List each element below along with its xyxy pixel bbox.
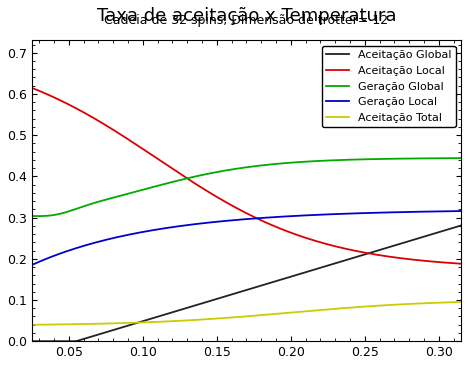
Aceitação Local [80,110,86,115]
Aceitação Local [341,246,347,250]
Aceitação Total [29,322,35,327]
Line: Geração Local: Geração Local [32,211,461,265]
Legend: Aceitação Global, Aceitação Local, Geração Global, Geração Local, Aceitação Tota: Aceitação Global, Aceitação Local, Geraç… [322,46,455,127]
Aceitação Total [341,306,347,310]
Aceitação Global [299,271,305,276]
Geração Local [299,213,305,218]
Text: Cadeia de 32 spins, Dimensão de trotter= 12: Cadeia de 32 spins, Dimensão de trotter=… [104,14,388,27]
Aceitação Local [29,86,35,90]
Geração Global [170,180,176,184]
Aceitação Total [339,306,344,310]
Geração Global [458,156,464,160]
Geração Global [82,204,88,208]
Aceitação Global [169,310,175,315]
Aceitação Global [29,339,35,343]
Geração Global [36,214,41,218]
Line: Geração Global: Geração Global [32,158,461,216]
Geração Local [80,244,86,248]
Geração Local [341,212,347,216]
Line: Aceitação Local: Aceitação Local [32,88,461,264]
Line: Aceitação Total: Aceitação Total [32,302,461,325]
Geração Global [342,158,348,162]
Aceitação Total [169,319,175,324]
Aceitação Total [299,309,305,314]
Geração Global [340,158,345,162]
Geração Local [199,221,205,225]
Aceitação Total [199,317,205,322]
Aceitação Global [458,223,464,228]
Aceitação Global [341,258,347,263]
Aceitação Global [339,259,344,264]
Geração Local [29,263,35,267]
Aceitação Local [299,234,305,239]
Aceitação Local [199,186,205,190]
Geração Global [29,214,35,218]
Aceitação Local [169,166,175,171]
Aceitação Global [80,337,86,341]
Line: Aceitação Global: Aceitação Global [32,225,461,341]
Title: Taxa de aceitação x Temperatura: Taxa de aceitação x Temperatura [97,7,396,25]
Geração Local [169,225,175,229]
Geração Global [300,160,306,164]
Geração Local [339,212,344,216]
Aceitação Local [458,262,464,266]
Aceitação Global [199,301,205,306]
Geração Global [200,173,205,177]
Aceitação Local [339,246,344,250]
Aceitação Total [80,322,86,326]
Aceitação Total [458,300,464,304]
Geração Local [458,209,464,213]
